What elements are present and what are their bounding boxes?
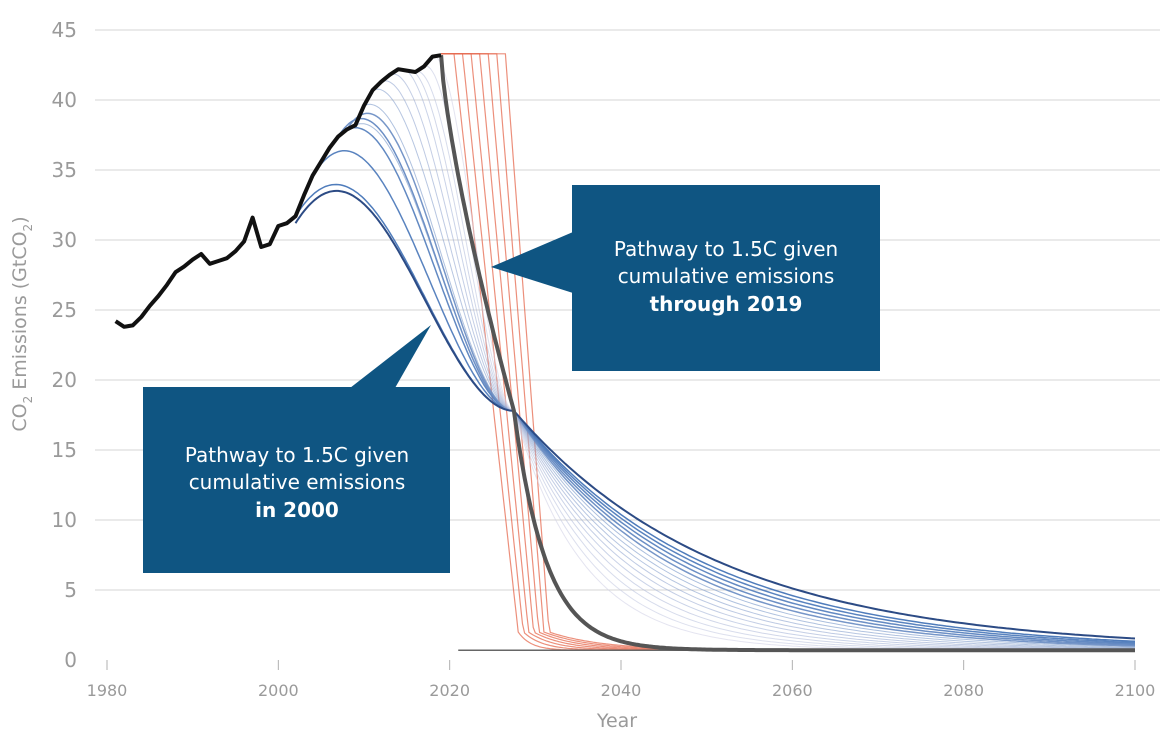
pathway-2000-line xyxy=(294,189,1136,640)
callout-2019: Pathway to 1.5C given cumulative emissio… xyxy=(491,185,880,371)
blue-pathway-line xyxy=(311,149,1136,644)
x-tick-label: 2080 xyxy=(943,681,984,700)
x-axis-title: Year xyxy=(596,710,637,732)
blue-pathway-line xyxy=(380,80,1136,650)
x-tick-label: 1980 xyxy=(87,681,128,700)
highlighted-pathways xyxy=(294,55,1136,653)
pathway-2019-line xyxy=(439,55,1135,653)
y-tick-label: 30 xyxy=(52,228,77,252)
callout-2000-line1: Pathway to 1.5C given xyxy=(185,443,409,467)
callout-2019-line1: Pathway to 1.5C given xyxy=(614,237,838,261)
callout-2019-line2: cumulative emissions xyxy=(618,264,835,288)
y-tick-label: 0 xyxy=(64,648,77,672)
y-tick-label: 45 xyxy=(52,18,77,42)
callout-2000-pointer xyxy=(350,325,431,388)
callout-2000: Pathway to 1.5C given cumulative emissio… xyxy=(143,325,450,573)
blue-pathway-line xyxy=(372,88,1136,649)
x-tick-labels: 1980 2000 2020 2040 2060 2080 2100 xyxy=(87,660,1156,700)
y-axis-title: CO2 Emissions (GtCO2) xyxy=(9,216,35,431)
callout-2000-line2: cumulative emissions xyxy=(189,470,406,494)
blue-pathway-line xyxy=(398,68,1135,651)
blue-pathway-line xyxy=(294,183,1136,643)
blue-pathway-line xyxy=(329,126,1136,645)
y-tick-label: 10 xyxy=(52,508,77,532)
callout-2019-box xyxy=(572,185,880,371)
blue-pathway-line xyxy=(355,123,1136,648)
historical-line xyxy=(114,53,442,329)
blue-pathway-line xyxy=(346,112,1136,647)
callout-2000-box xyxy=(143,387,450,573)
historical-emissions xyxy=(114,53,442,329)
blue-pathway-line xyxy=(337,117,1136,646)
y-tick-label: 25 xyxy=(52,298,77,322)
y-tick-label: 15 xyxy=(52,438,77,462)
y-tick-label: 40 xyxy=(52,88,77,112)
callout-2019-pointer xyxy=(491,232,573,293)
blue-pathway-line xyxy=(363,103,1136,649)
y-tick-label: 5 xyxy=(64,578,77,602)
x-tick-label: 2000 xyxy=(258,681,299,700)
x-tick-label: 2020 xyxy=(429,681,470,700)
blue-pathway-line xyxy=(389,73,1135,650)
x-tick-label: 2040 xyxy=(601,681,642,700)
y-tick-labels: 0 5 10 15 20 25 30 35 40 45 xyxy=(52,18,77,672)
callout-2000-line3: in 2000 xyxy=(255,498,339,522)
y-tick-label: 35 xyxy=(52,158,77,182)
x-tick-label: 2060 xyxy=(772,681,813,700)
y-tick-label: 20 xyxy=(52,368,77,392)
x-tick-label: 2100 xyxy=(1115,681,1156,700)
callout-2019-line3: through 2019 xyxy=(650,292,803,316)
